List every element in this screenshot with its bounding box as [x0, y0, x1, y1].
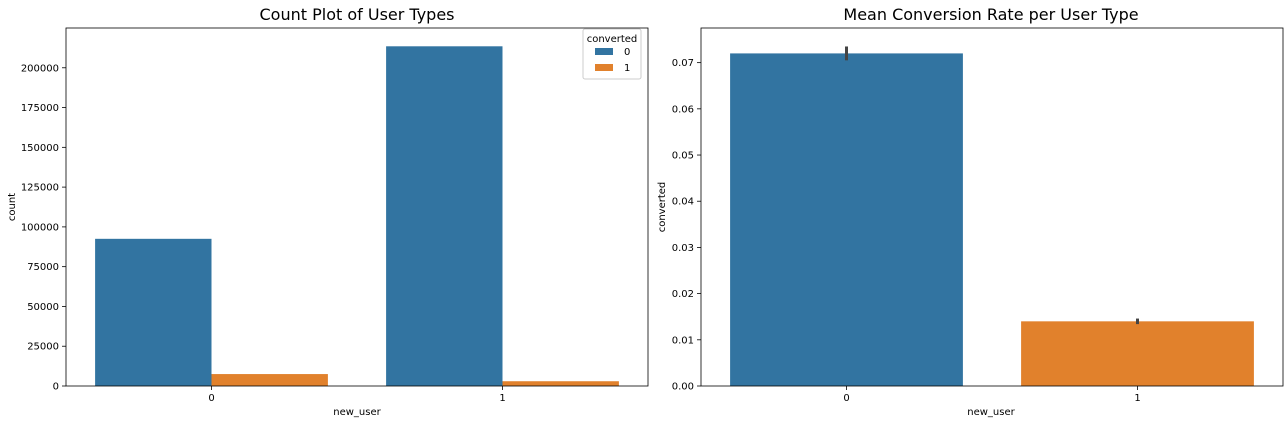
y-tick-label: 100000: [21, 222, 59, 233]
conversion-plot: Mean Conversion Rate per User Type conve…: [657, 5, 1284, 418]
bars: [95, 46, 619, 386]
bar-series-0-cat-1: [386, 46, 503, 386]
x-axis-label: new_user: [333, 407, 381, 418]
legend-label-0: 0: [624, 47, 630, 58]
y-tick-label: 0.03: [672, 243, 694, 254]
y-tick-label: 200000: [21, 63, 59, 74]
count-plot: Count Plot of User Types count new_user …: [7, 5, 649, 418]
y-tick-label: 0.00: [672, 382, 694, 393]
bar-series-0-cat-0: [95, 238, 212, 386]
y-axis-label: count: [7, 193, 18, 221]
chart-title: Mean Conversion Rate per User Type: [843, 5, 1138, 24]
y-tick-label: 0.06: [672, 104, 694, 115]
y-axis-label: converted: [657, 182, 668, 233]
y-tick-label: 150000: [21, 143, 59, 154]
y-ticks: 0.00 0.01 0.02 0.03 0.04 0.05 0.06 0.07: [672, 58, 701, 393]
plot-frame: [65, 27, 649, 387]
y-tick-label: 0.02: [672, 289, 694, 300]
y-tick-label: 175000: [21, 103, 59, 114]
plot-frame: [700, 27, 1284, 387]
y-tick-label: 0: [53, 382, 59, 393]
y-tick-label: 0.05: [672, 151, 694, 162]
x-tick-label: 0: [843, 393, 849, 404]
legend-label-1: 1: [624, 63, 630, 74]
y-tick-label: 25000: [27, 342, 59, 353]
x-axis-label: new_user: [967, 407, 1015, 418]
bar-series-1-cat-1: [502, 381, 619, 386]
x-tick-label: 1: [499, 393, 505, 404]
bar-cat-1: [1021, 321, 1254, 386]
y-tick-label: 75000: [27, 262, 59, 273]
y-tick-label: 0.01: [672, 335, 694, 346]
y-ticks: 0 25000 50000 75000 100000 125000 150000 175000…: [21, 63, 66, 393]
y-tick-label: 125000: [21, 183, 59, 194]
y-tick-label: 0.07: [672, 58, 694, 69]
bar-cat-0: [730, 53, 963, 386]
legend: converted 0 1: [582, 28, 642, 80]
bars: [730, 46, 1254, 386]
legend-swatch-0: [595, 48, 613, 55]
x-tick-label: 0: [208, 393, 214, 404]
y-tick-label: 0.04: [672, 197, 694, 208]
x-tick-label: 1: [1134, 393, 1140, 404]
chart-title: Count Plot of User Types: [260, 5, 455, 24]
legend-title: converted: [587, 34, 638, 45]
legend-swatch-1: [595, 64, 613, 71]
bar-series-1-cat-0: [211, 374, 328, 386]
y-tick-label: 50000: [27, 302, 59, 313]
